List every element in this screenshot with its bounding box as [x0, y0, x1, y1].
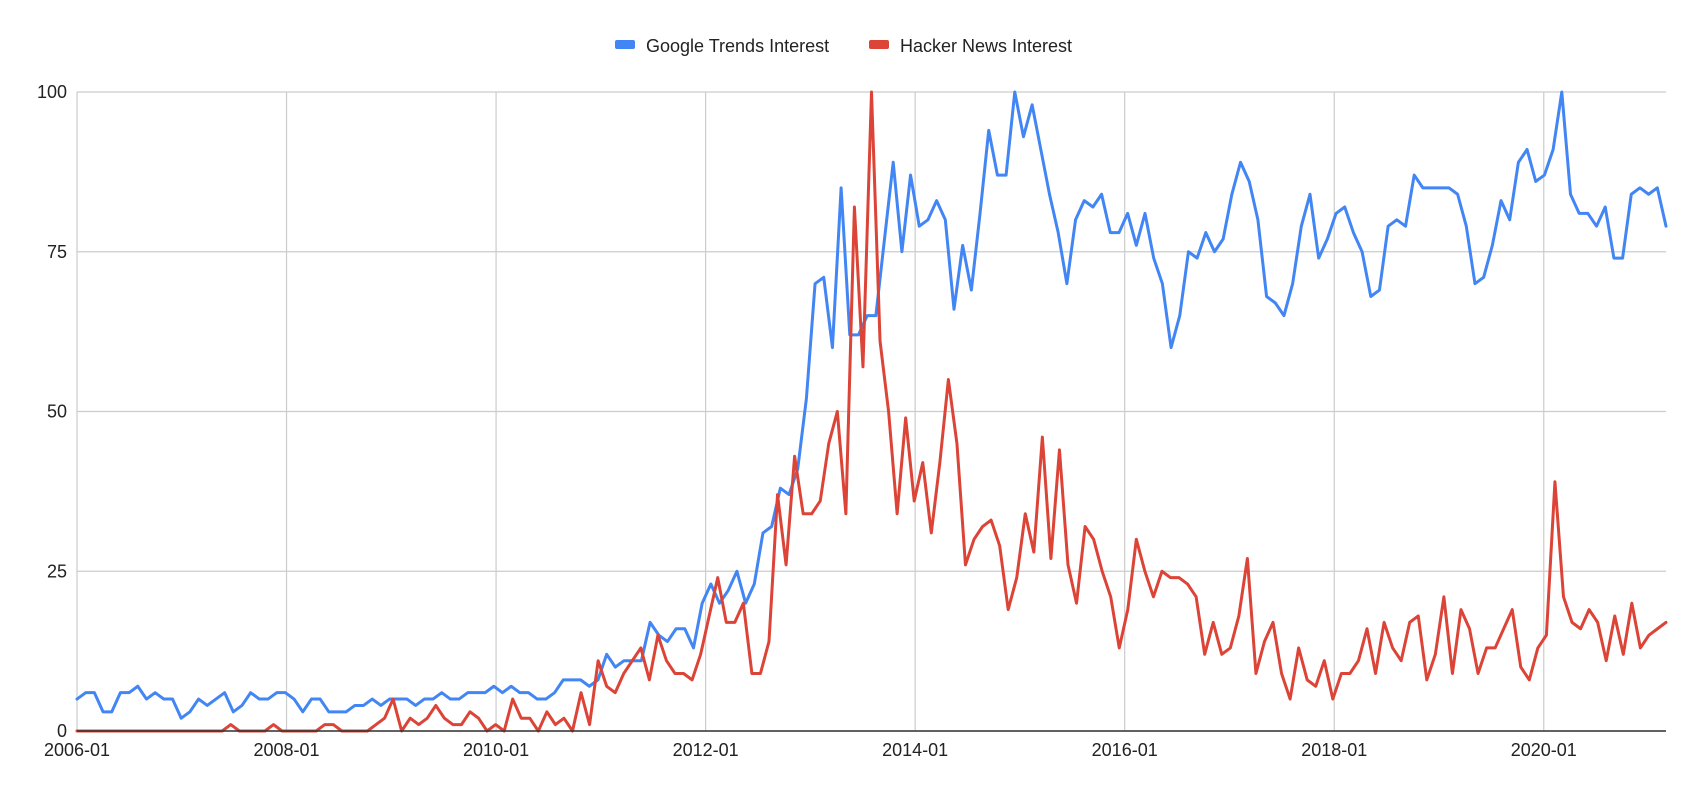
x-tick-label: 2018-01 — [1301, 740, 1367, 760]
legend-label-google-trends: Google Trends Interest — [646, 36, 829, 56]
y-tick-label: 50 — [47, 402, 67, 422]
x-tick-label: 2014-01 — [882, 740, 948, 760]
x-tick-label: 2010-01 — [463, 740, 529, 760]
y-tick-label: 75 — [47, 242, 67, 262]
x-tick-label: 2008-01 — [254, 740, 320, 760]
legend-swatch-hacker-news — [869, 40, 889, 49]
x-tick-label: 2012-01 — [673, 740, 739, 760]
legend: Google Trends Interest Hacker News Inter… — [615, 36, 1072, 56]
y-tick-label: 0 — [57, 721, 67, 741]
legend-swatch-google-trends — [615, 40, 635, 49]
y-axis-tick-labels: 0 25 50 75 100 — [37, 82, 67, 741]
y-tick-label: 100 — [37, 82, 67, 102]
legend-label-hacker-news: Hacker News Interest — [900, 36, 1072, 56]
x-tick-label: 2016-01 — [1092, 740, 1158, 760]
x-axis-tick-labels: 2006-01 2008-01 2010-01 2012-01 2014-01 2016-… — [44, 740, 1577, 760]
legend-entry-hacker-news[interactable]: Hacker News Interest — [869, 36, 1072, 56]
series-line-google-trends — [75, 90, 1668, 720]
x-tick-label: 2006-01 — [44, 740, 110, 760]
y-tick-label: 25 — [47, 561, 67, 581]
x-gridlines — [76, 92, 1545, 731]
x-tick-label: 2020-01 — [1511, 740, 1577, 760]
legend-entry-google-trends[interactable]: Google Trends Interest — [615, 36, 829, 56]
